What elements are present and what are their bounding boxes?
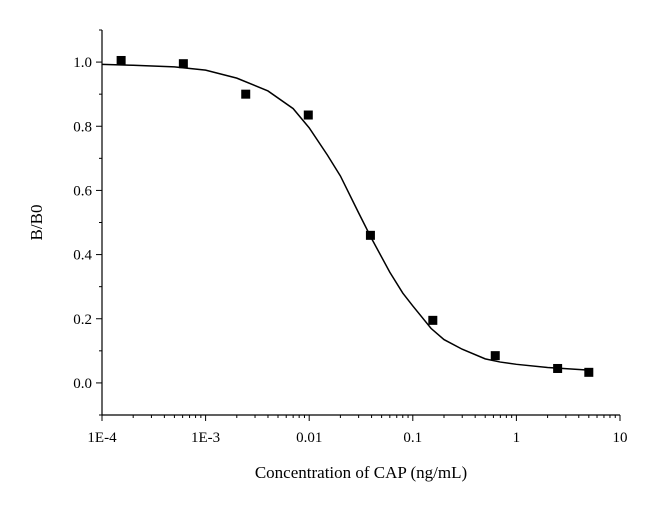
x-tick-label: 0.01 — [296, 430, 322, 446]
tick-labels: 0.0 0.2 0.4 0.6 0.8 1.0 1E-4 1E-3 0.01 0.1 1 10 — [73, 55, 627, 446]
x-tick-label: 1E-3 — [191, 430, 220, 446]
data-point — [116, 55, 126, 65]
y-tick-label: 0.2 — [73, 312, 92, 328]
data-point — [241, 89, 251, 99]
x-tick-label: 1E-4 — [87, 430, 117, 446]
x-tick-label: 1 — [513, 430, 521, 446]
x-axis-title: Concentration of CAP (ng/mL) — [255, 463, 467, 482]
data-point — [303, 110, 313, 120]
axes — [101, 30, 620, 416]
fit-curve — [101, 63, 589, 371]
x-tick-label: 10 — [613, 430, 628, 446]
data-points — [116, 55, 594, 377]
y-tick-label: 0.0 — [73, 376, 92, 392]
ticks — [96, 29, 621, 421]
data-point — [490, 351, 500, 361]
data-point — [428, 315, 438, 325]
data-point — [553, 363, 563, 373]
data-point — [365, 230, 375, 240]
y-tick-label: 1.0 — [73, 55, 92, 71]
data-point — [584, 367, 594, 377]
y-axis-title: B/B0 — [27, 205, 46, 241]
y-tick-label: 0.6 — [73, 183, 92, 199]
data-point — [178, 59, 188, 69]
x-tick-label: 0.1 — [403, 430, 422, 446]
y-tick-label: 0.8 — [73, 119, 92, 135]
y-tick-label: 0.4 — [73, 248, 92, 264]
